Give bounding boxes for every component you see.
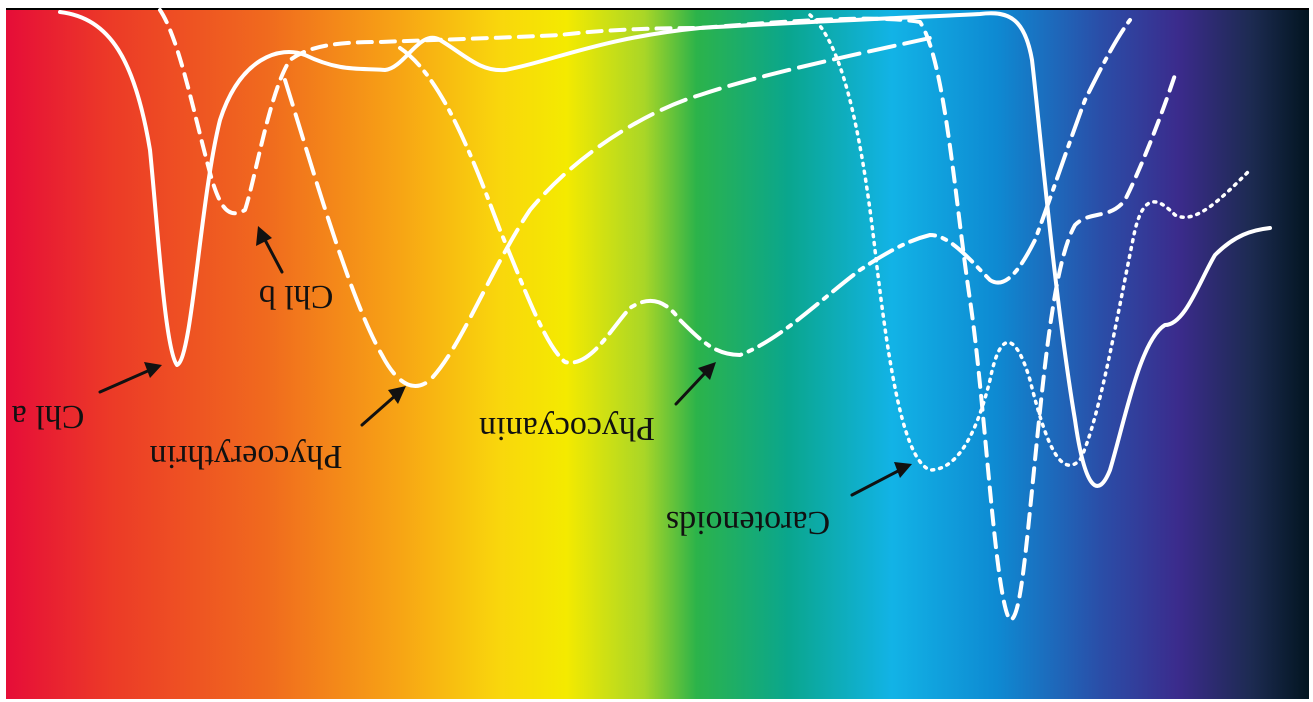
phycocyanin-label: Phycocyanin xyxy=(479,410,655,447)
carotenoids-curve xyxy=(808,13,1252,472)
phycoerythrin-arrowhead xyxy=(388,386,406,404)
phycocyanin-arrowhead xyxy=(698,362,716,380)
absorption-curves xyxy=(58,8,1272,622)
chl-a-label: Chl a xyxy=(12,398,85,435)
carotenoids-arrow xyxy=(850,468,902,497)
phycoerythrin-curve xyxy=(283,36,932,388)
chl-b-label: Chl b xyxy=(259,278,334,315)
label-arrows xyxy=(98,226,912,497)
chl-b-arrowhead xyxy=(256,226,272,246)
pigment-labels: Chl a Chl b Phycoerythrin Phycocyanin Ca… xyxy=(12,278,831,541)
phycoerythrin-arrow xyxy=(360,393,398,427)
phycoerythrin-label: Phycoerythrin xyxy=(150,438,343,475)
chl-b-curve xyxy=(158,8,1177,622)
carotenoids-arrowhead xyxy=(894,462,912,478)
spectrum-background xyxy=(6,8,1309,699)
phycocyanin-curve xyxy=(398,18,1132,365)
chl-a-curve xyxy=(58,10,1272,488)
carotenoids-label: Carotenoids xyxy=(666,504,830,541)
chl-b-arrow xyxy=(262,236,284,274)
chl-a-arrowhead xyxy=(144,362,162,378)
phycocyanin-arrow xyxy=(674,370,708,406)
chl-a-arrow xyxy=(98,368,152,394)
